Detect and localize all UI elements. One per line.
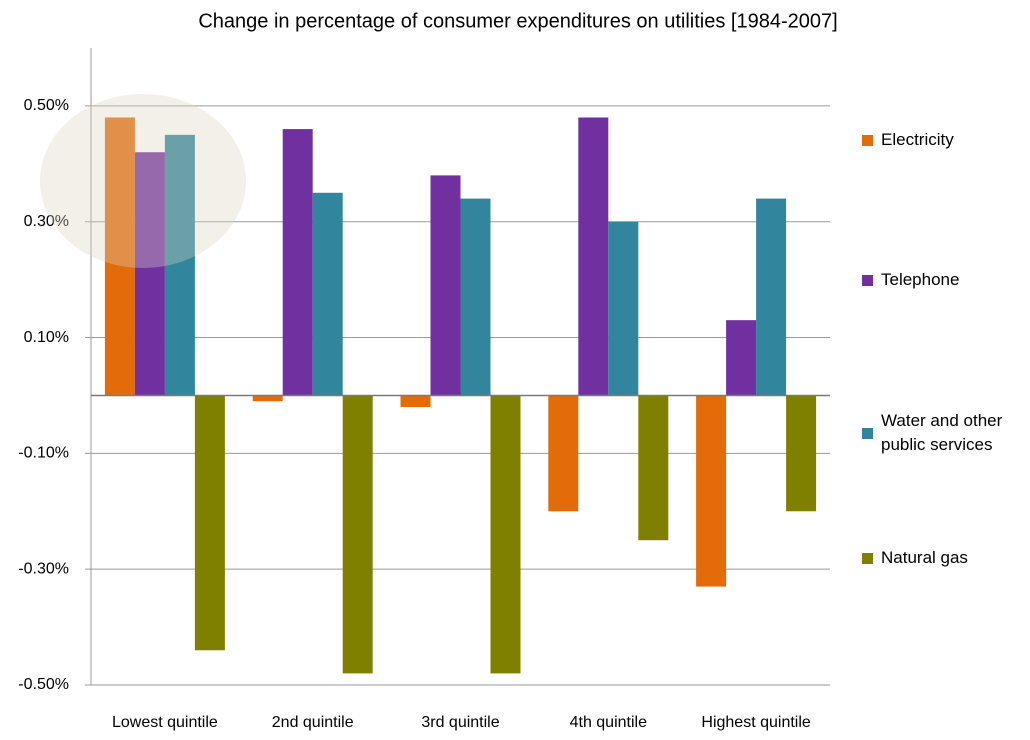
y-tick-label: 0.10%	[24, 329, 69, 346]
bar	[430, 175, 461, 396]
y-tick-label: 0.50%	[24, 97, 69, 114]
bar	[282, 129, 313, 396]
bar	[342, 395, 373, 674]
highlight	[40, 94, 246, 268]
legend-label: Telephone	[881, 270, 960, 289]
x-tick-label: 4th quintile	[570, 714, 647, 731]
bar	[194, 395, 225, 651]
bar	[134, 152, 165, 396]
bar	[312, 192, 343, 396]
chart-title: Change in percentage of consumer expendi…	[198, 10, 837, 32]
y-tick-label: 0.30%	[24, 213, 69, 230]
y-tick-label: -0.30%	[18, 560, 69, 577]
bar	[252, 395, 283, 402]
legend-swatch	[862, 275, 873, 286]
bar	[460, 198, 491, 396]
bar	[638, 395, 669, 541]
legend-swatch	[862, 553, 873, 564]
legend-swatch	[862, 428, 873, 439]
legend-label: Water and other public services	[881, 411, 1003, 454]
legend-item: Electricity	[862, 128, 1030, 152]
bar	[490, 395, 521, 674]
bar	[104, 117, 135, 396]
legend-label: Natural gas	[881, 548, 968, 567]
legend-label: Electricity	[881, 130, 954, 149]
bar	[786, 395, 817, 512]
bar	[164, 134, 195, 396]
bar	[578, 117, 609, 396]
legend-swatch	[862, 135, 873, 146]
bar	[548, 395, 579, 512]
x-tick-label: Highest quintile	[701, 714, 811, 731]
bar	[400, 395, 431, 408]
y-tick-label: -0.50%	[18, 676, 69, 693]
bar	[726, 320, 757, 396]
x-tick-label: 3rd quintile	[421, 714, 499, 731]
bar	[608, 221, 639, 396]
bar	[696, 395, 727, 587]
bar	[756, 198, 787, 396]
x-tick-label: 2nd quintile	[272, 714, 354, 731]
legend-item: Natural gas	[862, 546, 1030, 570]
legend-item: Water and other public services	[862, 409, 1030, 457]
y-tick-label: -0.10%	[18, 445, 69, 462]
x-tick-label: Lowest quintile	[112, 714, 218, 731]
legend-item: Telephone	[862, 268, 1030, 292]
